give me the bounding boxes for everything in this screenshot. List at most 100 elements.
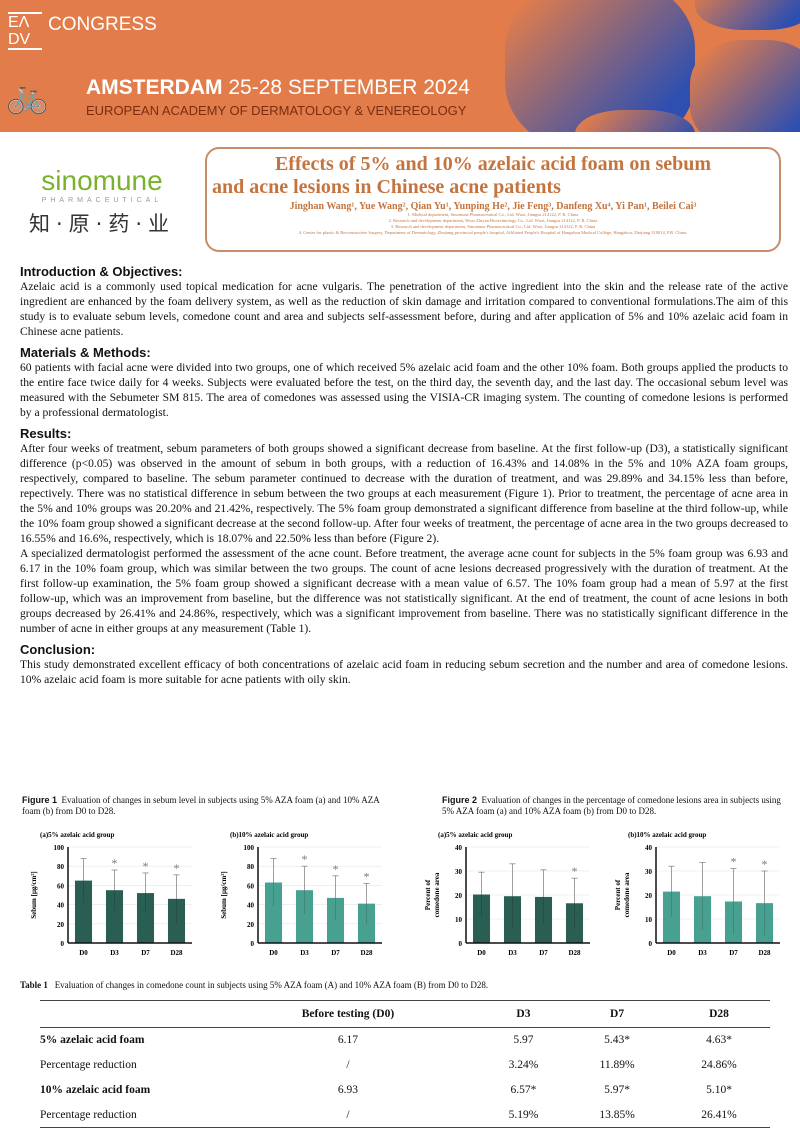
bar — [326, 897, 345, 943]
table-caption: Table 1 Evaluation of changes in comedon… — [20, 980, 488, 990]
chart-sebum-10pct: (b)10% azelaic acid group 0 20 40 60 80 100 Seb… — [220, 831, 382, 957]
x-tick-label: D3 — [110, 949, 119, 957]
chart-title: (a)5% azelaic acid group — [438, 831, 512, 839]
bar — [136, 893, 155, 943]
caption-text: Evaluation of changes in sebum level in … — [22, 795, 380, 816]
section-heading: Materials & Methods: — [20, 345, 151, 360]
cell: / — [215, 1102, 481, 1128]
figure-2-caption: Figure 2 Evaluation of changes in the pe… — [442, 795, 792, 817]
decorative-blob — [575, 110, 695, 132]
y-axis-label: Percent of — [424, 879, 432, 910]
row-label: Percentage reduction — [40, 1102, 216, 1128]
y-tick-label: 80 — [57, 863, 65, 871]
chart-area-10pct: (b)10% azelaic acid group 0 10 20 30 40 Percen… — [614, 831, 780, 957]
y-tick-label: 40 — [645, 844, 653, 852]
x-tick-label: D0 — [79, 949, 88, 957]
cell: 5.97 — [513, 1034, 534, 1047]
table-row: 10% azelaic acid foam 6.93 6.57* 5.97* 5.10* — [40, 1078, 770, 1103]
figure-label: Figure 1 — [22, 795, 58, 805]
cell: 3.24% — [508, 1059, 539, 1071]
cell: 6.57* — [510, 1084, 537, 1096]
cell: 6.93 — [337, 1084, 359, 1096]
table-row: Percentage reduction / 3.24% 11.89% 24.86% — [40, 1053, 770, 1078]
bar — [357, 903, 376, 943]
section-text: 60 patients with facial acne were divide… — [20, 361, 788, 419]
bar — [534, 896, 553, 943]
x-tick-label: D0 — [667, 949, 676, 957]
x-tick-label: D3 — [698, 949, 707, 957]
eadv-logo: EΛ DV CONGRESS — [8, 12, 157, 50]
bar — [264, 882, 283, 943]
table-row: Percentage reduction/5.19% 13.85% 26.41% — [40, 1102, 770, 1128]
cell: 4.63* — [706, 1034, 732, 1047]
decorative-blob — [505, 0, 695, 132]
bar — [565, 903, 584, 943]
affiliation: 1. Medical department, Sinomune Pharmace… — [407, 212, 579, 217]
significance-marker: * — [333, 862, 339, 876]
chart-sebum-5pct: (a)5% azelaic acid group 0 20 40 60 80 100 Sebu… — [30, 831, 192, 957]
x-tick-label: D3 — [300, 949, 309, 957]
column-header: D3 — [480, 1000, 567, 1028]
section-heading: Conclusion: — [20, 642, 96, 657]
cell: 5.19% — [480, 1102, 567, 1128]
title-line-1: Effects of 5% and 10% azelaic acid foam … — [274, 153, 712, 175]
y-tick-label: 0 — [459, 940, 463, 948]
affiliation: 2. Research and development department, … — [388, 218, 598, 223]
y-tick-label: 60 — [247, 882, 255, 890]
congress-banner: EΛ DV CONGRESS 🚲 AMSTERDAM 25-28 SEPTEMBER… — [0, 0, 800, 132]
y-tick-label: 20 — [247, 921, 255, 929]
bar — [295, 890, 314, 943]
significance-marker: * — [143, 859, 149, 873]
caption-text: Evaluation of changes in the percentage … — [442, 795, 781, 816]
section-text: After four weeks of treatment, sebum par… — [20, 442, 788, 545]
table-row: 5% azelaic acid foam 6.17 5.97 5.43* 4.63* — [40, 1028, 770, 1053]
x-tick-label: D7 — [539, 949, 548, 957]
y-tick-label: 60 — [57, 882, 65, 890]
bar — [724, 901, 743, 943]
y-axis-label: Sebum [μg/cm²] — [220, 871, 228, 918]
y-axis-label: Sebum [μg/cm²] — [30, 871, 38, 918]
title-box: Effects of 5% and 10% azelaic acid foam … — [205, 147, 781, 252]
y-tick-label: 10 — [645, 916, 653, 924]
section-text: Azelaic acid is a commonly used topical … — [20, 280, 788, 338]
sponsor-chinese: 知·原·药·业 — [28, 212, 176, 236]
event-dates: 25-28 SEPTEMBER 2024 — [228, 76, 470, 99]
academy-name: EUROPEAN ACADEMY OF DERMATOLOGY & VENERE… — [86, 103, 467, 118]
affiliation: 3. Research and development department, … — [390, 224, 596, 229]
y-tick-label: 80 — [247, 863, 255, 871]
column-header: Before testing (D0) — [215, 1000, 481, 1028]
cell: 5.43* — [604, 1034, 631, 1047]
congress-label: CONGRESS — [48, 14, 157, 35]
y-tick-label: 20 — [455, 892, 463, 900]
x-tick-label: D7 — [141, 949, 150, 957]
x-tick-label: D0 — [477, 949, 486, 957]
city: AMSTERDAM — [86, 76, 223, 99]
sponsor-logo: sinomune PHARMACEUTICAL 知·原·药·业 — [22, 165, 182, 238]
x-tick-label: D28 — [568, 949, 581, 957]
y-tick-label: 30 — [645, 868, 653, 876]
sponsor-sub: PHARMACEUTICAL — [41, 197, 163, 204]
cell: 13.85% — [566, 1102, 669, 1128]
chart-title: (b)10% azelaic acid group — [628, 831, 706, 839]
section-text: A specialized dermatologist performed th… — [20, 547, 788, 635]
y-tick-label: 100 — [54, 844, 65, 852]
figure-label: Figure 2 — [442, 795, 478, 805]
figure-1-caption: Figure 1 Evaluation of changes in sebum … — [22, 795, 392, 817]
y-tick-label: 0 — [251, 940, 255, 948]
x-tick-label: D7 — [729, 949, 738, 957]
significance-marker: * — [174, 861, 180, 875]
significance-marker: * — [572, 864, 578, 878]
cell: 26.41% — [668, 1102, 770, 1128]
significance-marker: * — [364, 869, 370, 883]
section-heading: Introduction & Objectives: — [20, 264, 183, 279]
cell: 5.97* — [604, 1084, 631, 1096]
logo-bottom: DV — [8, 31, 31, 48]
column-header: D7 — [566, 1000, 669, 1028]
caption-text: Evaluation of changes in comedone count … — [54, 980, 489, 990]
comedone-count-table: Before testing (D0) D3 D7 D28 5% azelaic… — [40, 1000, 770, 1128]
cell: 11.89% — [599, 1059, 635, 1071]
y-axis-label: comedone area — [433, 872, 441, 917]
x-tick-label: D0 — [269, 949, 278, 957]
poster-body: Introduction & Objectives: Azelaic acid … — [20, 260, 788, 687]
bicycle-icon: 🚲 — [6, 78, 49, 115]
